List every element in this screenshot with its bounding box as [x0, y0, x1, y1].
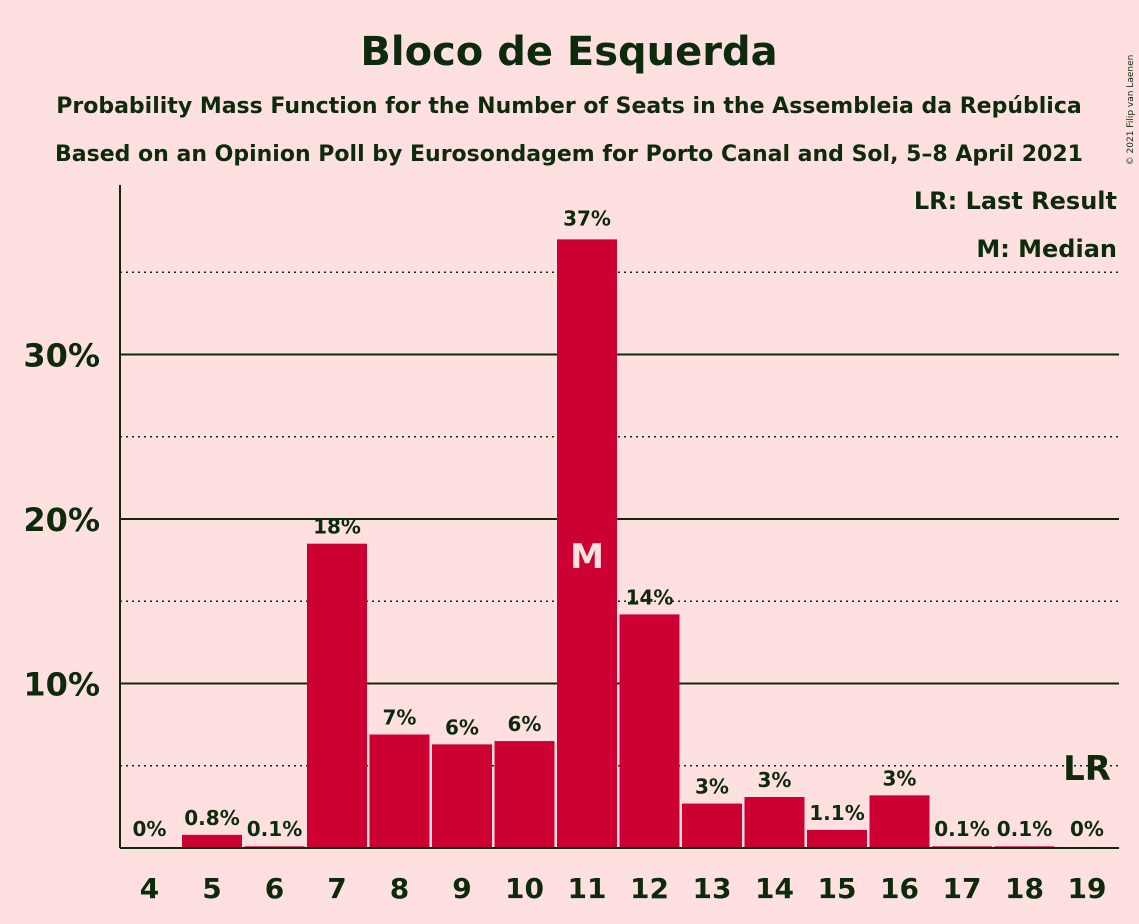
x-tick-label: 19 [1068, 872, 1107, 905]
median-marker: M [570, 537, 604, 577]
bar-seat-16 [869, 795, 930, 848]
bar-seat-12 [619, 614, 680, 848]
bar-value-label: 0.1% [997, 817, 1052, 841]
x-tick-label: 5 [202, 872, 221, 905]
x-tick-label: 11 [568, 872, 607, 905]
x-tick-label: 7 [327, 872, 346, 905]
bar-value-label: 7% [383, 705, 417, 729]
bar-seat-10 [494, 741, 555, 848]
x-tick-label: 9 [452, 872, 471, 905]
axes: 10% 20% 30% 4 5 6 7 8 9 10 11 12 13 14 15 16 17 18 19 [23, 185, 1119, 905]
bar-seat-5 [182, 834, 242, 848]
x-tick-label: 6 [265, 872, 284, 905]
bar-value-label: 3% [758, 768, 792, 792]
x-tick-label: 13 [693, 872, 732, 905]
copyright-notice: © 2021 Filip van Laenen [1126, 55, 1136, 166]
bar-seat-7 [307, 543, 367, 848]
bar-value-label: 0.1% [934, 817, 989, 841]
x-tick-label: 16 [880, 872, 919, 905]
bar-value-label: 3% [883, 766, 917, 790]
bar-value-label: 6% [508, 712, 542, 736]
bar-value-label: 1.1% [809, 801, 864, 825]
chart-title: Bloco de Esquerda [360, 29, 777, 75]
x-tick-label: 12 [630, 872, 669, 905]
y-tick-label: 30% [23, 337, 100, 375]
bar-seat-11 [557, 239, 617, 849]
bar-value-label: 14% [626, 585, 674, 609]
bar-value-label: 37% [563, 206, 611, 230]
x-tick-label: 14 [755, 872, 794, 905]
bar-value-label: 3% [695, 775, 729, 799]
bar-seat-8 [369, 734, 430, 848]
bar-value-label: 6% [445, 715, 479, 739]
bar-labels: 0% 0.8% 0.1% 18% 7% 6% 6% 37% 14% 3% 3% 1.1% 3% 0.1% 0… [133, 206, 1111, 841]
bar-value-label: 0% [1070, 817, 1104, 841]
chart-subtitle-2: Based on an Opinion Poll by Eurosondagem… [55, 142, 1083, 167]
bar-seat-15 [807, 829, 867, 848]
x-tick-label: 17 [943, 872, 982, 905]
chart-subtitle-1: Probability Mass Function for the Number… [56, 94, 1081, 119]
bar-value-label: 0% [133, 817, 167, 841]
legend-last-result: LR: Last Result [914, 187, 1117, 215]
bar-value-label: 0.8% [184, 806, 239, 830]
bar-seat-9 [432, 744, 492, 848]
x-tick-label: 15 [818, 872, 857, 905]
legend-median: M: Median [976, 235, 1117, 263]
x-tick-label: 8 [390, 872, 409, 905]
y-tick-label: 20% [23, 501, 100, 539]
bar-value-label: 0.1% [247, 817, 302, 841]
x-tick-label: 18 [1005, 872, 1044, 905]
bar-seat-13 [682, 803, 742, 848]
bar-value-label: 18% [313, 515, 361, 539]
bars [182, 239, 1055, 849]
bar-seat-14 [744, 797, 805, 848]
x-tick-label: 10 [505, 872, 544, 905]
x-tick-label: 4 [140, 872, 159, 905]
last-result-marker: LR [1063, 749, 1111, 789]
y-tick-label: 10% [23, 666, 100, 704]
